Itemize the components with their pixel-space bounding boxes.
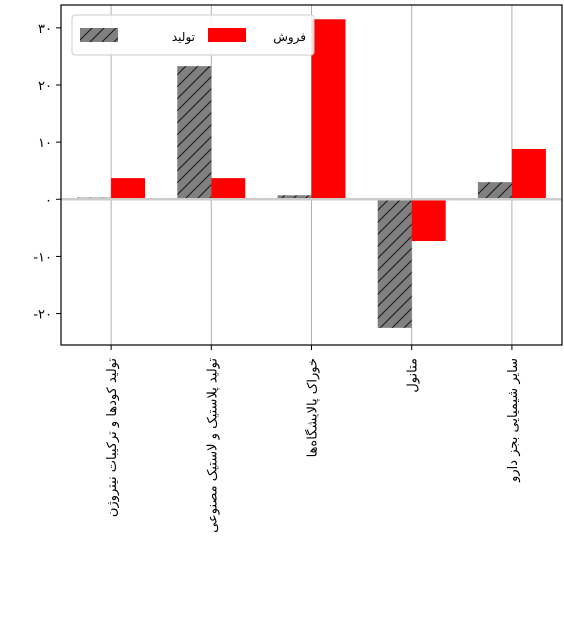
legend-swatch-sales [208, 28, 246, 42]
bar-production-3 [377, 199, 412, 328]
x-category-label-3: متانول [406, 358, 421, 393]
legend-label-production: تولید [172, 30, 195, 45]
y-tick-label-5: ۳۰ [38, 22, 52, 37]
x-axis-category-labels: تولید کودها و ترکیبات نیتروژن تولید پلاست… [105, 345, 521, 533]
bar-sales-3 [411, 199, 446, 241]
x-category-label-1: تولید پلاستیک و لاستیک مصنوعی [205, 358, 220, 533]
bar-production-1 [177, 66, 212, 200]
x-category-label-2: خوراک پالایشگاه‌ها [305, 358, 321, 457]
y-axis-ticks: -۲۰ -۱۰ ۰ ۱۰ ۲۰ ۳۰ [33, 22, 61, 323]
bar-sales-0 [111, 178, 146, 200]
bar-production-4 [477, 182, 512, 200]
bar-sales-2 [311, 19, 346, 200]
y-tick-label-0: -۲۰ [33, 308, 52, 323]
legend: تولید فروش [71, 14, 315, 56]
y-tick-label-1: -۱۰ [33, 250, 52, 265]
x-category-label-4: سایر شیمیایی بجز دارو [506, 358, 521, 483]
legend-swatch-production [80, 28, 118, 42]
x-category-label-0: تولید کودها و ترکیبات نیتروژن [105, 358, 120, 518]
legend-label-sales: فروش [273, 30, 306, 45]
bars [77, 19, 546, 328]
bar-sales-4 [511, 149, 546, 200]
bar-sales-1 [211, 178, 246, 200]
y-tick-label-3: ۱۰ [38, 136, 52, 151]
y-tick-label-4: ۲۰ [38, 79, 52, 94]
legend-box [71, 14, 315, 56]
bar-production-2 [277, 195, 312, 200]
y-tick-label-2: ۰ [45, 193, 52, 208]
